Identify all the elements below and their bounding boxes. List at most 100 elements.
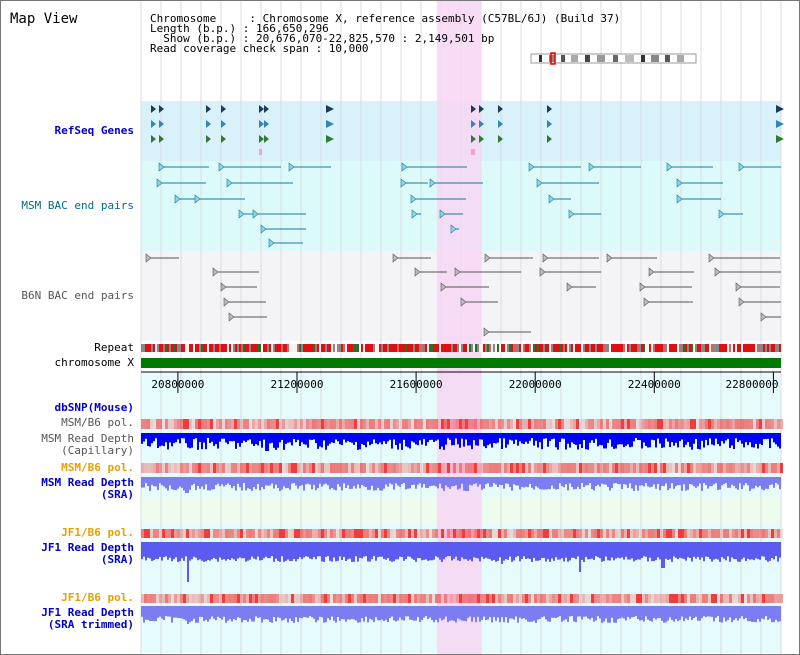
jf1-depth-sra-bar [575,542,577,560]
msm-pol-cell [645,419,648,429]
jf1-pol-cell [354,529,357,538]
jf1-depth-sra-bar [451,542,453,561]
repeat-segment [719,344,721,352]
msm-depth-capillary-bar [749,433,751,443]
msm-bac-end [568,209,575,219]
repeat-segment [429,344,431,352]
jf1-depth-sra-bar [425,542,427,560]
msm-depth-capillary-bar [675,433,677,443]
jf1-depth-trimmed-bar [677,606,679,621]
msm-depth-capillary-bar [309,433,311,440]
msm-depth-sra-bar [243,477,245,484]
track-label-refseq[interactable]: RefSeq Genes [54,124,134,137]
msm-pol2-cell [339,463,342,473]
jf1-depth-sra-bar [459,542,461,562]
jf1-depth-trimmed-bar [613,606,615,623]
jf1-depth-trimmed-bar [713,606,715,622]
msm-depth-sra-bar [203,477,205,490]
msm-depth-capillary-bar [615,433,617,449]
msm-depth-sra-bar [779,477,781,490]
jf1-depth-trimmed-bar [773,606,775,623]
jf1-depth-sra-bar [337,542,339,561]
msm-pol2-cell [459,463,462,473]
jf1-depth-trimmed-bar [175,606,177,618]
msm-pol2-cell [198,463,201,473]
msm-pol-cell [300,419,303,429]
jf1-depth-sra-bar [391,542,393,562]
msm-pol2-cell [369,463,372,473]
jf1-depth-trimmed-bar [767,606,769,620]
jf1-pol-cell [666,529,669,538]
jf1-depth-trimmed-bar [373,606,375,623]
msm-depth-capillary-bar [599,433,601,445]
jf1-depth-sra-bar [363,542,365,557]
repeat-segment [183,344,185,352]
jf1-depth-trimmed-bar [179,606,181,619]
jf1-depth-trimmed-bar [155,606,157,622]
repeat-segment [625,344,627,352]
msm-depth-sra-bar [463,477,465,491]
jf1-depth-trimmed-bar [147,606,149,620]
jf1-depth-trimmed-bar [351,606,353,619]
jf1-pol2-cell [162,594,165,603]
jf1-depth-sra-bar [237,542,239,559]
msm-pol2-cell [687,463,690,473]
repeat-segment [761,344,763,352]
jf1-pol-cell [144,529,147,538]
jf1-depth-trimmed-bar [723,606,725,618]
msm-depth-capillary-bar [351,433,353,443]
refseq-gene-marker [471,149,475,155]
msm-depth-capillary-bar [633,433,635,442]
ideogram-band [677,55,684,62]
repeat-segment [561,344,563,352]
msm-depth-capillary-bar [537,433,539,448]
jf1-pol-cell [450,529,453,538]
msm-depth-sra-bar [693,477,695,487]
jf1-depth-sra-bar [321,542,323,562]
msm-depth-sra-bar [663,477,665,487]
msm-pol-cell [246,419,249,429]
repeat-segment [541,344,543,352]
jf1-pol2-cell [144,594,147,603]
msm-bac-end [548,194,555,204]
msm-depth-sra-bar [437,477,439,489]
jf1-depth-trimmed-bar [641,606,643,621]
msm-pol2-cell [534,463,537,473]
jf1-pol-cell [591,529,594,538]
jf1-depth-sra-bar [515,542,517,558]
jf1-depth-sra-bar [533,542,535,558]
msm-depth-sra-bar [237,477,239,484]
jf1-pol2-cell [750,594,753,603]
repeat-segment [211,344,213,352]
jf1-pol-cell [456,529,459,538]
jf1-pol2-cell [756,594,759,603]
repeat-segment [295,344,297,352]
repeat-segment [375,344,377,352]
msm-pol-cell [492,419,495,429]
jf1-pol2-cell [537,594,540,603]
msm-depth-capillary-bar [375,433,377,444]
repeat-segment [263,344,265,352]
msm-depth-sra-bar [375,477,377,491]
track-label-b6n-bac[interactable]: B6N BAC end pairs [21,289,134,302]
jf1-pol2-cell [753,594,756,603]
jf1-pol-cell [477,529,480,538]
jf1-depth-trimmed-bar [561,606,563,622]
msm-depth-capillary-bar [323,433,325,441]
jf1-pol2-cell [225,594,228,603]
repeat-segment [413,344,415,352]
jf1-pol2-cell [384,594,387,603]
repeat-segment [195,344,197,352]
jf1-depth-trimmed-bar [681,606,683,617]
repeat-segment [231,344,233,352]
jf1-pol-cell [318,529,321,538]
msm-pol-cell [711,419,714,429]
repeat-segment [455,344,457,352]
jf1-depth-trimmed-bar [659,606,661,618]
jf1-depth-sra-bar [289,542,291,562]
jf1-pol-cell [441,529,444,538]
track-label-dbsnp[interactable]: dbSNP(Mouse) [54,401,134,414]
track-label-msm-bac[interactable]: MSM BAC end pairs [21,199,134,212]
jf1-pol2-cell [600,594,603,603]
